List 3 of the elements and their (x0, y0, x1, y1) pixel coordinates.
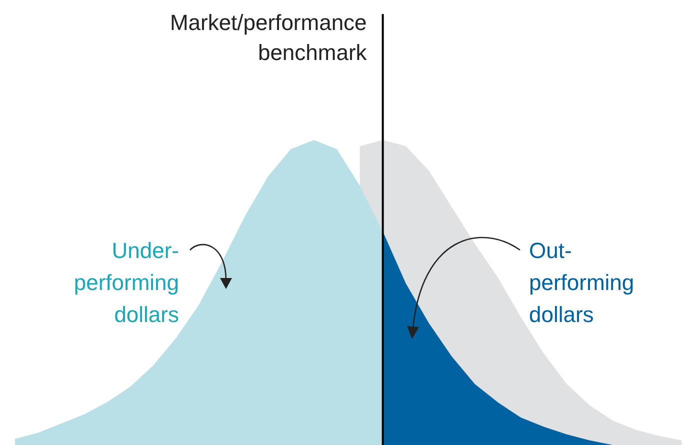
annotation: Out-performing dollars (529, 238, 634, 327)
text: Market/performance benchmark (170, 10, 368, 65)
annotation: Under-performing dollars (74, 238, 179, 327)
